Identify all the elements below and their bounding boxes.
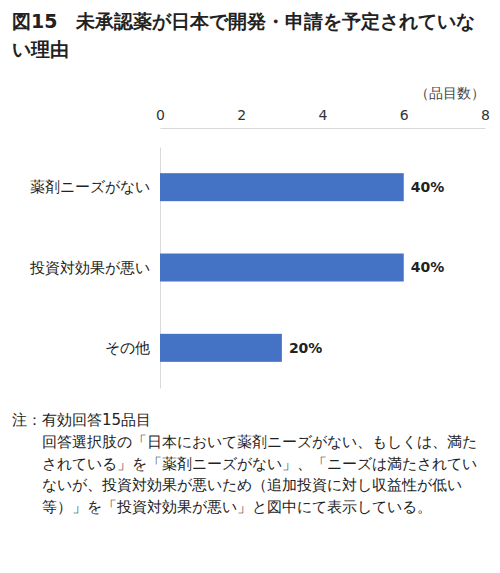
y-axis: 薬剤ニーズがない投資対効果が悪いその他 <box>29 148 161 389</box>
tick: 0 <box>156 107 165 128</box>
tick: 投資対効果が悪い <box>29 259 160 277</box>
chart: （品目数） 0 2 4 6 8 薬剤ニーズがない投資対効果が悪いその他 40% 40% 20% <box>0 80 500 410</box>
bar <box>160 334 282 362</box>
note-line: 回答選択肢の「日本において薬剤ニーズがない、もしくは、満たされている」を「薬剤ニ… <box>42 432 490 519</box>
tick-label: 投資対効果が悪い <box>29 259 150 277</box>
note-line: 有効回答15品目 <box>42 410 490 432</box>
axis-line <box>161 128 486 129</box>
x-axis: 0 2 4 6 8 <box>156 107 490 129</box>
note-lines: 有効回答15品目回答選択肢の「日本において薬剤ニーズがない、もしくは、満たされて… <box>42 410 490 519</box>
bars <box>160 173 404 362</box>
tick: その他 <box>105 339 160 357</box>
chart-title: 図15 未承認薬が日本で開発・申請を予定されていない理由 <box>12 8 488 63</box>
note-label: 注： <box>12 410 42 519</box>
tick: 2 <box>237 107 246 128</box>
data-label: 40% <box>411 179 445 195</box>
tick: 8 <box>481 107 490 128</box>
tick-label: 6 <box>400 107 409 123</box>
bar <box>160 173 404 201</box>
notes: 注：有効回答15品目回答選択肢の「日本において薬剤ニーズがない、もしくは、満たさ… <box>12 410 490 519</box>
data-label: 40% <box>411 259 445 275</box>
data-label: 20% <box>289 340 323 356</box>
tick-label: 4 <box>319 107 328 123</box>
tick-label: 0 <box>156 107 165 123</box>
tick-label: その他 <box>105 339 150 357</box>
tick-label: 8 <box>481 107 490 123</box>
bar <box>160 254 404 282</box>
tick-label: 薬剤ニーズがない <box>30 178 150 196</box>
tick: 4 <box>319 107 328 128</box>
tick: 薬剤ニーズがない <box>30 178 160 196</box>
axis-title: （品目数） <box>415 85 485 101</box>
tick: 6 <box>400 107 409 128</box>
data-labels: 40% 40% 20% <box>289 179 444 356</box>
tick-label: 2 <box>237 107 246 123</box>
